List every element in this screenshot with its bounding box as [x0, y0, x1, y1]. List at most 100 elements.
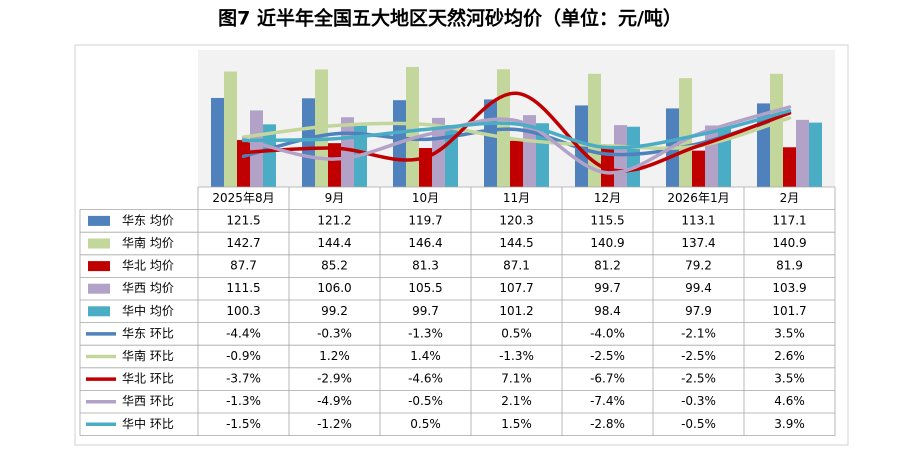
table-cell: 121.2 — [317, 213, 351, 227]
chart-title: 图7 近半年全国五大地区天然河砂均价（单位：元/吨） — [218, 7, 682, 30]
legend-key — [88, 306, 110, 317]
table-cell: 98.4 — [594, 304, 621, 318]
legend-label: 华中 均价 — [122, 303, 174, 318]
table-cell: 119.7 — [408, 213, 442, 227]
table-cell: 117.1 — [772, 213, 806, 227]
table-cell: 100.3 — [226, 304, 260, 318]
table-cell: 81.2 — [594, 259, 621, 273]
table-cell: 79.2 — [685, 259, 712, 273]
table-cell: -1.2% — [317, 417, 352, 431]
table-cell: -4.0% — [590, 326, 625, 340]
table-cell: 0.5% — [501, 326, 532, 340]
table-cell: 1.2% — [319, 349, 350, 363]
bar — [406, 66, 419, 187]
bar — [770, 73, 783, 187]
table-cell: -0.9% — [226, 349, 261, 363]
table-cell: -4.6% — [408, 372, 443, 386]
table-cell: 1.4% — [410, 349, 441, 363]
table-cell: 85.2 — [321, 259, 348, 273]
table-cell: -0.5% — [408, 394, 443, 408]
table-cell: 144.5 — [499, 236, 533, 250]
table-cell: 146.4 — [408, 236, 442, 250]
table-cell: 3.5% — [774, 326, 805, 340]
table-cell: -1.3% — [226, 394, 261, 408]
legend-label: 华西 环比 — [122, 394, 174, 408]
table-cell: -4.4% — [226, 326, 261, 340]
table-cell: -2.9% — [317, 372, 352, 386]
legend-key — [88, 238, 110, 249]
table-cell: 81.9 — [776, 259, 803, 273]
table-cell: -2.5% — [681, 372, 716, 386]
bar — [211, 97, 224, 187]
bar — [237, 140, 250, 187]
legend-label: 华北 环比 — [122, 372, 174, 386]
table-cell: -2.8% — [590, 417, 625, 431]
table-cell: 3.9% — [774, 417, 805, 431]
legend-key — [88, 261, 110, 272]
table-cell: -3.7% — [226, 372, 261, 386]
bar — [302, 98, 315, 187]
table-cell: 7.1% — [501, 372, 532, 386]
table-cell: -0.3% — [681, 394, 716, 408]
table-cell: 144.4 — [317, 236, 351, 250]
legend-label: 华东 均价 — [122, 213, 174, 227]
table-cell: 3.5% — [774, 372, 805, 386]
x-tick-label: 9月 — [325, 191, 345, 205]
legend-label: 华东 环比 — [122, 326, 174, 340]
table-cell: 1.5% — [501, 417, 532, 431]
bar — [445, 125, 458, 187]
bar — [783, 147, 796, 187]
table-cell: 113.1 — [681, 213, 715, 227]
table-cell: 137.4 — [681, 236, 715, 250]
table-cell: 99.7 — [412, 304, 439, 318]
table-cell: 115.5 — [590, 213, 624, 227]
table-cell: 99.4 — [685, 281, 712, 295]
bar — [679, 78, 692, 187]
x-tick-label: 2025年8月 — [212, 191, 274, 205]
table-cell: 4.6% — [774, 394, 805, 408]
table-cell: 107.7 — [499, 281, 533, 295]
table-cell: 101.2 — [499, 304, 533, 318]
table-cell: -1.5% — [226, 417, 261, 431]
table-cell: -6.7% — [590, 372, 625, 386]
bar — [627, 126, 640, 187]
table-cell: -2.5% — [590, 349, 625, 363]
legend-label: 华南 环比 — [122, 348, 174, 363]
line — [241, 111, 792, 159]
x-tick-label: 2026年1月 — [667, 191, 729, 205]
table-cell: 140.9 — [590, 236, 624, 250]
bar — [510, 140, 523, 187]
x-tick-label: 12月 — [594, 191, 621, 205]
bar — [692, 150, 705, 187]
table-cell: -7.4% — [590, 394, 625, 408]
legend-key — [88, 283, 110, 294]
table-cell: 142.7 — [226, 236, 260, 250]
table-cell: -1.3% — [499, 349, 534, 363]
table-cell: -2.1% — [681, 326, 716, 340]
line — [241, 91, 792, 173]
table-cell: 87.1 — [503, 259, 530, 273]
legend-key — [88, 215, 110, 226]
bar — [224, 71, 237, 187]
table-cell: 120.3 — [499, 213, 533, 227]
table-cell: 101.7 — [772, 304, 806, 318]
table-cell: 0.5% — [410, 417, 441, 431]
table-cell: -4.9% — [317, 394, 352, 408]
bar — [809, 122, 822, 187]
legend-label: 华南 均价 — [122, 235, 174, 250]
line — [241, 109, 792, 150]
bar — [250, 110, 263, 187]
table-cell: 99.2 — [321, 304, 348, 318]
x-tick-label: 2月 — [780, 191, 800, 205]
x-tick-label: 11月 — [503, 191, 530, 205]
bar — [341, 117, 354, 187]
bar — [484, 99, 497, 187]
table-cell: -2.5% — [681, 349, 716, 363]
bar — [536, 123, 549, 187]
bar — [796, 119, 809, 187]
bar — [328, 143, 341, 187]
legend-label: 华西 均价 — [122, 281, 174, 295]
legend-label: 华中 环比 — [122, 416, 174, 431]
table-cell: 87.7 — [230, 259, 257, 273]
